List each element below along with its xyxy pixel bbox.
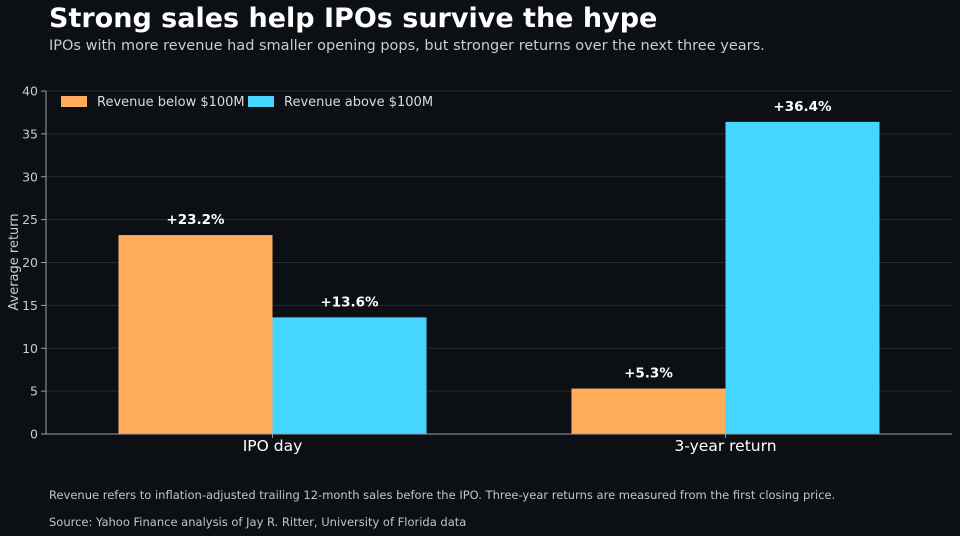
y-axis-label: Average return — [7, 213, 22, 310]
bar-value-labels: +23.2% +13.6% +5.3% +36.4% — [166, 99, 832, 382]
bar-value-label: +5.3% — [624, 366, 673, 382]
bar-value-label: +23.2% — [166, 212, 225, 228]
y-tick-label: 40 — [22, 84, 38, 99]
bar-value-label: +13.6% — [320, 294, 379, 310]
y-tick-label: 20 — [22, 255, 38, 270]
bar — [118, 235, 273, 434]
bar — [272, 317, 427, 434]
legend-label: Revenue below $100M — [97, 95, 245, 110]
bar — [725, 121, 880, 435]
y-tick-label: 25 — [22, 212, 38, 227]
x-axis: IPO day 3-year return — [46, 433, 952, 455]
y-tick-label: 0 — [30, 427, 38, 442]
bar — [571, 388, 726, 434]
legend-swatch — [248, 96, 274, 107]
y-tick-label: 15 — [22, 298, 38, 313]
x-tick-label: IPO day — [243, 437, 303, 455]
legend: Revenue below $100M Revenue above $100M — [61, 95, 433, 110]
y-tick-label: 10 — [22, 341, 38, 356]
chart-subtitle: IPOs with more revenue had smaller openi… — [49, 38, 765, 54]
bar-value-label: +36.4% — [773, 99, 832, 115]
y-tick-label: 5 — [30, 384, 38, 399]
chart-title: Strong sales help IPOs survive the hype — [49, 3, 658, 34]
legend-label: Revenue above $100M — [284, 95, 433, 110]
y-axis: 0 5 10 15 20 25 30 35 40 — [22, 84, 47, 442]
source-note: Source: Yahoo Finance analysis of Jay R.… — [49, 515, 467, 529]
footnote: Revenue refers to inflation-adjusted tra… — [49, 488, 836, 502]
y-tick-label: 30 — [22, 169, 38, 184]
y-tick-label: 35 — [22, 126, 38, 141]
bars — [118, 121, 880, 435]
legend-swatch — [61, 96, 87, 107]
x-tick-label: 3-year return — [674, 437, 776, 455]
